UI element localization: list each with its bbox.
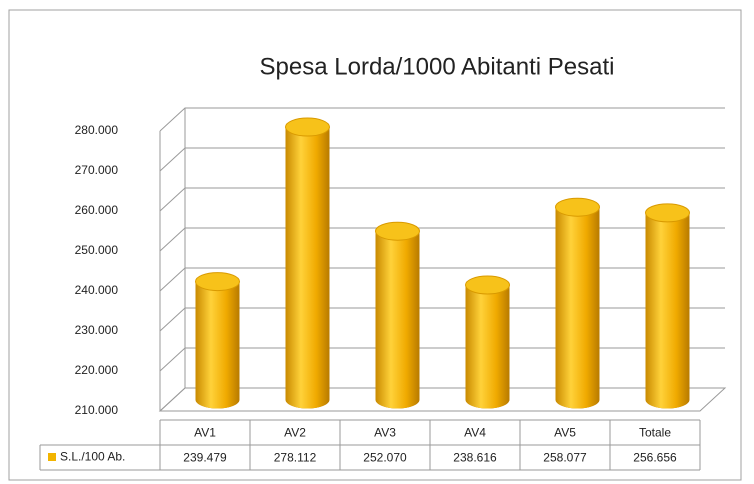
legend-label: S.L./100 Ab. — [60, 450, 125, 464]
table-value: 252.070 — [363, 451, 407, 465]
cylinder-top — [555, 197, 600, 217]
cylinder-top — [285, 117, 330, 137]
bar — [375, 231, 420, 400]
y-tick-label: 220.000 — [75, 363, 119, 377]
x-tick-label: AV3 — [374, 426, 396, 440]
grid-line — [159, 107, 725, 132]
bar — [555, 207, 600, 400]
grid-line — [159, 227, 725, 252]
cylinder-bottom — [195, 390, 240, 409]
table-value: 239.479 — [183, 451, 227, 465]
cylinder-bottom — [555, 390, 600, 409]
bar — [195, 281, 240, 400]
cylinder-top — [465, 275, 510, 295]
table-value: 238.616 — [453, 451, 497, 465]
y-tick-label: 250.000 — [75, 243, 119, 257]
x-tick-label: AV5 — [554, 426, 576, 440]
table-value: 256.656 — [633, 451, 677, 465]
chart-title: Spesa Lorda/1000 Abitanti Pesati — [260, 53, 615, 80]
grid-line — [159, 307, 725, 332]
cylinder-top — [375, 221, 420, 241]
y-tick-label: 240.000 — [75, 283, 119, 297]
x-tick-label: Totale — [639, 426, 671, 440]
y-tick-label: 260.000 — [75, 203, 119, 217]
x-tick-label: AV4 — [464, 426, 486, 440]
y-tick-label: 270.000 — [75, 163, 119, 177]
grid-line — [159, 267, 725, 292]
y-tick-label: 280.000 — [75, 123, 119, 137]
cylinder-bottom — [285, 390, 330, 409]
cylinder-bottom — [465, 390, 510, 409]
legend-swatch — [48, 453, 56, 461]
bar — [285, 127, 330, 400]
grid-line — [159, 347, 725, 372]
cylinder-top — [645, 203, 690, 223]
x-tick-label: AV2 — [284, 426, 306, 440]
grid-line — [159, 387, 725, 412]
cylinder-bottom — [375, 390, 420, 409]
y-tick-label: 230.000 — [75, 323, 119, 337]
grid-line — [159, 187, 725, 212]
chart-border — [8, 9, 742, 481]
table-value: 278.112 — [274, 451, 317, 465]
cylinder-bottom — [645, 390, 690, 409]
bar — [465, 285, 510, 400]
bar — [645, 212, 690, 400]
y-tick-label: 210.000 — [75, 403, 119, 417]
grid-line — [159, 147, 725, 172]
cylinder-top — [195, 272, 240, 292]
table-value: 258.077 — [543, 451, 587, 465]
x-tick-label: AV1 — [194, 426, 216, 440]
